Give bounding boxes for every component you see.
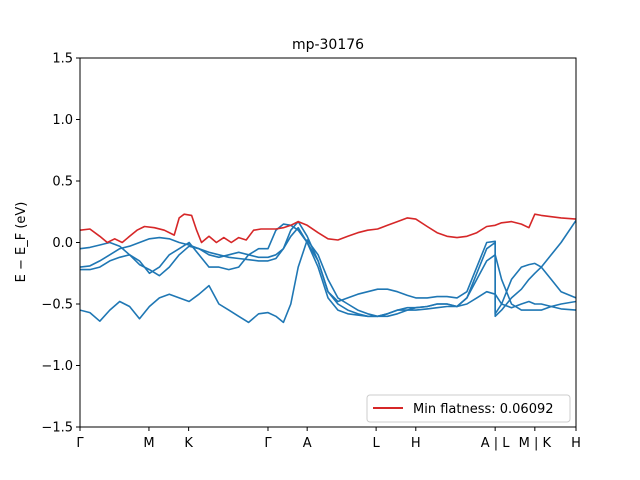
y-tick-label: 0.0 (52, 236, 73, 251)
x-tick-label: M | K (519, 436, 552, 451)
y-axis: −1.5 −1.0 −0.5 0.0 0.5 1.0 1.5 (41, 52, 80, 436)
series-layer (80, 213, 576, 324)
x-tick-label: H (411, 436, 421, 451)
x-tick-label: H (571, 436, 581, 451)
x-tick-label: K (184, 436, 193, 451)
y-tick-label: 1.0 (52, 113, 73, 128)
legend-label: Min flatness: 0.06092 (413, 402, 554, 417)
x-tick-label: L (372, 436, 380, 451)
legend-box (366, 394, 571, 423)
y-tick-label: 1.5 (52, 52, 73, 67)
y-tick-label: −0.5 (41, 298, 73, 313)
x-tick-label: A | L (481, 436, 511, 451)
x-tick-label: M (143, 436, 154, 451)
y-axis-label: E − E_F (eV) (14, 202, 29, 283)
legend: Min flatness: 0.06092 (366, 394, 571, 423)
y-tick-label: −1.0 (41, 359, 73, 374)
band-line (80, 219, 576, 318)
x-tick-label: A (303, 436, 312, 451)
x-tick-label: Γ (76, 436, 84, 451)
band-line (80, 223, 576, 318)
y-tick-label: 0.5 (52, 175, 73, 190)
y-tick-label: −1.5 (41, 421, 73, 436)
chart-title: mp-30176 (292, 37, 364, 53)
x-axis: Γ M K Γ A L H A | L M | K H (76, 427, 581, 451)
band-line (80, 239, 576, 324)
x-tick-label: Γ (264, 436, 272, 451)
plot-area (80, 213, 576, 324)
flat-band-line (80, 213, 576, 244)
